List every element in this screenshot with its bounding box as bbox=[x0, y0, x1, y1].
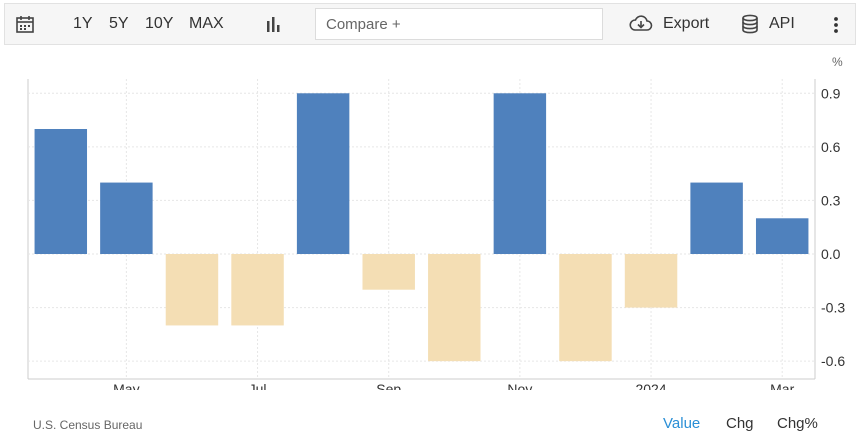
bar-2023-11 bbox=[493, 93, 547, 255]
bar-2023-04 bbox=[34, 129, 88, 254]
x-tick-label: Mar bbox=[770, 381, 794, 390]
bar-2023-05 bbox=[100, 182, 153, 254]
bar-2023-06 bbox=[165, 254, 219, 326]
tab-value[interactable]: Value bbox=[663, 415, 701, 432]
source-label: U.S. Census Bureau bbox=[33, 418, 143, 432]
chart-toolbar: 1Y 5Y 10Y MAX Export API bbox=[4, 3, 856, 45]
calendar-icon[interactable] bbox=[15, 14, 35, 39]
bar-chart: 0.9 0.6 0.3 0.0 -0.3 -0.6% May Jul Sep Nov 2024 Mar bbox=[27, 55, 845, 397]
tab-chg-percent[interactable]: Chg% bbox=[777, 415, 818, 432]
kebab-menu-icon[interactable] bbox=[833, 16, 839, 39]
range-max-button[interactable]: MAX bbox=[189, 15, 224, 32]
x-tick-label: May bbox=[113, 381, 139, 390]
export-button[interactable]: Export bbox=[663, 15, 710, 32]
bar-2023-09 bbox=[362, 254, 415, 290]
bar-2023-08 bbox=[296, 93, 350, 255]
api-button[interactable]: API bbox=[769, 15, 795, 32]
bar-2024-03 bbox=[755, 218, 809, 254]
y-tick-label: -0.3 bbox=[821, 300, 845, 316]
range-5y-button[interactable]: 5Y bbox=[109, 15, 129, 32]
y-tick-label: 0.6 bbox=[821, 139, 841, 155]
y-tick-label: -0.6 bbox=[821, 353, 845, 369]
bar-2024-01 bbox=[624, 254, 678, 308]
x-tick-label: 2024 bbox=[635, 381, 666, 390]
bar-chart-icon[interactable] bbox=[264, 16, 282, 39]
x-tick-label: Sep bbox=[376, 381, 401, 390]
cloud-download-icon[interactable] bbox=[629, 14, 653, 39]
x-tick-label: Jul bbox=[249, 381, 267, 390]
range-1y-button[interactable]: 1Y bbox=[73, 15, 93, 32]
range-10y-button[interactable]: 10Y bbox=[145, 15, 174, 32]
tab-chg[interactable]: Chg bbox=[726, 415, 754, 432]
y-tick-label: 0.9 bbox=[821, 85, 841, 101]
y-tick-label: 0.3 bbox=[821, 192, 841, 208]
database-icon[interactable] bbox=[741, 14, 759, 39]
bar-2023-12 bbox=[559, 254, 612, 362]
unit-label: % bbox=[832, 55, 843, 69]
bar-2023-10 bbox=[428, 254, 481, 362]
chart-area: 0.9 0.6 0.3 0.0 -0.3 -0.6% May Jul Sep Nov 2024 Mar bbox=[0, 50, 858, 397]
compare-input[interactable] bbox=[315, 8, 603, 40]
y-tick-label: 0.0 bbox=[821, 246, 841, 262]
bar-2024-02 bbox=[690, 182, 743, 254]
x-tick-label: Nov bbox=[507, 381, 532, 390]
bar-2023-07 bbox=[231, 254, 284, 326]
